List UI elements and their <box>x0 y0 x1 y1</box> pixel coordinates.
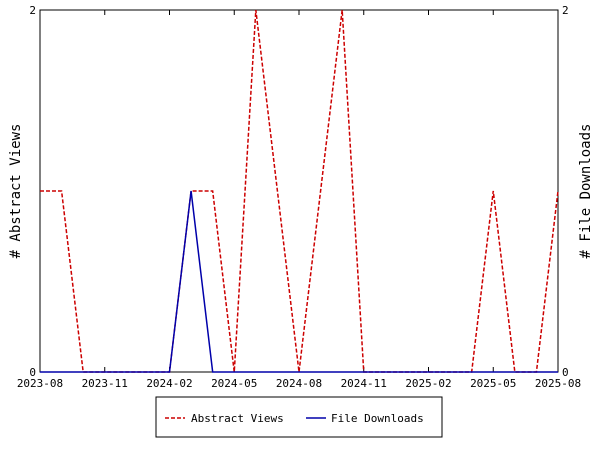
x-tick-label: 2023-08 <box>17 377 63 390</box>
x-tick-label: 2024-05 <box>211 377 257 390</box>
legend-box <box>155 396 443 438</box>
series-line-file-downloads <box>40 190 558 373</box>
y-left-tick-label: 2 <box>29 4 36 17</box>
y-axis-right-title: # File Downloads <box>578 124 594 259</box>
legend-label-abstract-views: Abstract Views <box>191 412 284 425</box>
legend-label-file-downloads: File Downloads <box>331 412 424 425</box>
y-left-tick-label: 0 <box>29 366 36 379</box>
x-axis-ticks: 2023-08 2023-11 2024-02 2024-05 2024-08 2024-… <box>17 10 581 390</box>
x-tick-label: 2025-08 <box>535 377 581 390</box>
plot-area <box>39 9 559 373</box>
x-tick-label: 2024-11 <box>341 377 387 390</box>
x-tick-label: 2024-02 <box>146 377 192 390</box>
x-tick-label: 2025-02 <box>405 377 451 390</box>
y-right-tick-label: 2 <box>562 4 569 17</box>
y-axis-left-title: # Abstract Views <box>8 124 24 259</box>
x-tick-label: 2023-11 <box>82 377 128 390</box>
plot-frame <box>39 9 559 373</box>
x-tick-label: 2024-08 <box>276 377 322 390</box>
x-tick-label: 2025-05 <box>470 377 516 390</box>
series-layer <box>40 9 559 373</box>
legend: Abstract Views File Downloads <box>155 396 443 438</box>
y-right-tick-label: 0 <box>562 366 569 379</box>
